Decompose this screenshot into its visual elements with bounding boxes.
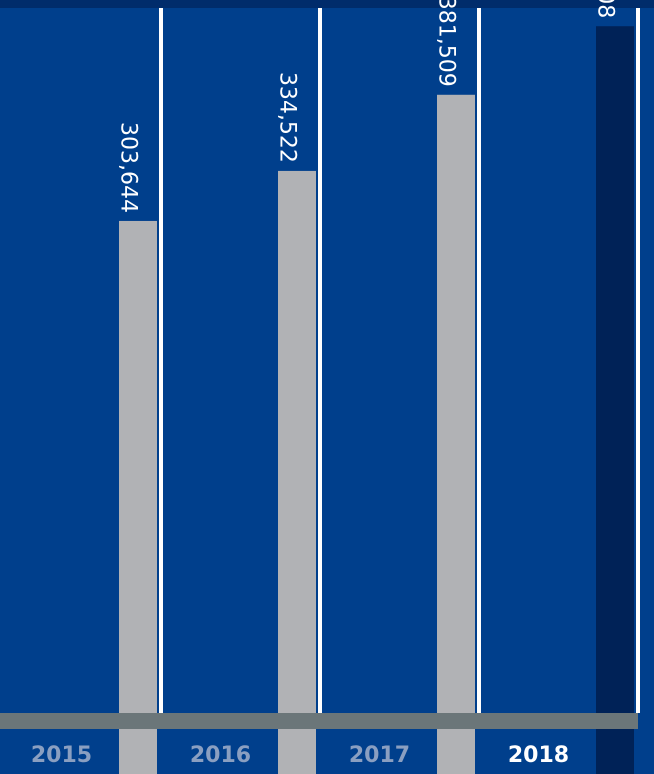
separator-line-2	[318, 8, 322, 713]
bar-foot-2017	[437, 729, 475, 774]
separator-line-4	[636, 8, 640, 713]
bar-foot-2018	[596, 729, 634, 774]
bar-2015	[119, 220, 157, 774]
top-band	[0, 0, 654, 8]
bar-foot-2015	[119, 729, 157, 774]
bar-2017	[437, 94, 475, 774]
separator-line-1	[159, 8, 163, 713]
year-label-2018: 2018	[508, 743, 569, 768]
year-label-2017: 2017	[349, 743, 410, 768]
value-label-2017: 381,509	[434, 0, 459, 87]
value-label-2015: 303,644	[116, 122, 141, 213]
year-label-2016: 2016	[190, 743, 251, 768]
separator-line-3	[477, 8, 481, 713]
bar-foot-2016	[278, 729, 316, 774]
bar-2018	[596, 26, 634, 774]
bar-2016	[278, 170, 316, 774]
baseline-band	[0, 713, 638, 729]
year-label-2015: 2015	[31, 743, 92, 768]
value-label-2016: 334,522	[275, 72, 300, 163]
value-label-2018: 423,808	[593, 0, 618, 18]
